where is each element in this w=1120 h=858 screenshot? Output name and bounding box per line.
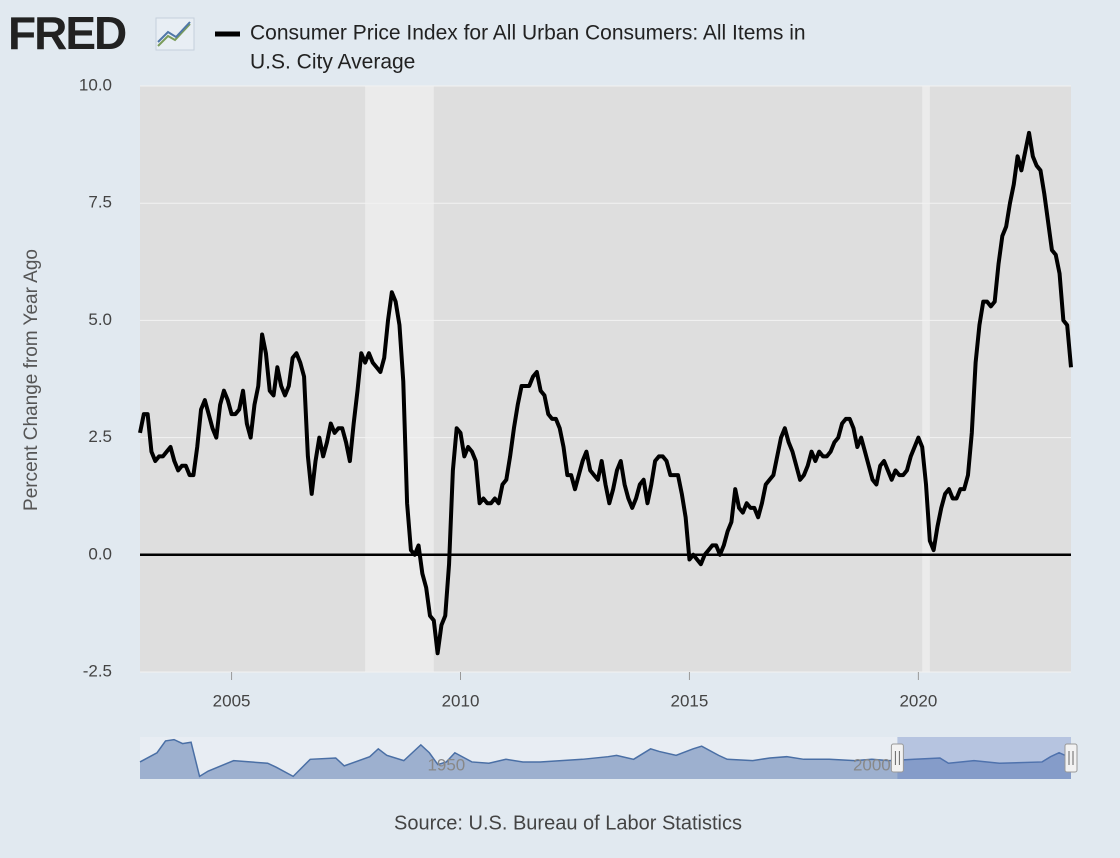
navigator-handle-box <box>1064 743 1078 773</box>
x-tick-label: 2005 <box>213 691 251 710</box>
y-tick-label: 0.0 <box>88 544 112 563</box>
navigator-selection <box>897 737 1071 779</box>
navigator-handle[interactable] <box>1064 743 1078 773</box>
navigator-area <box>140 739 1071 779</box>
navigator-line <box>139 738 1072 778</box>
y-tick-label: 7.5 <box>88 193 112 212</box>
navigator-label: 1950 <box>427 755 465 774</box>
chart-title: Consumer Price Index for All Urban Consu… <box>250 22 806 45</box>
source-note: Source: U.S. Bureau of Labor Statistics <box>394 812 742 834</box>
series-line <box>138 130 1073 656</box>
logo-icon <box>155 17 195 51</box>
x-tick-label: 2010 <box>442 691 480 710</box>
navigator-handle[interactable] <box>890 743 904 773</box>
logo: FRED <box>8 7 126 59</box>
plot-background <box>140 86 1071 672</box>
y-tick-label: -2.5 <box>83 661 112 680</box>
x-tick-label: 2020 <box>899 691 937 710</box>
y-tick-label: 2.5 <box>88 427 112 446</box>
y-tick-label: 5.0 <box>88 310 112 329</box>
y-axis-label: Percent Change from Year Ago <box>21 249 42 511</box>
x-tick-label: 2015 <box>671 691 709 710</box>
navigator-handle-box <box>890 743 904 773</box>
y-tick-label: 10.0 <box>79 75 112 94</box>
chart-title: U.S. City Average <box>250 51 415 74</box>
navigator-label: 2000 <box>853 755 891 774</box>
recession-band <box>922 86 930 672</box>
